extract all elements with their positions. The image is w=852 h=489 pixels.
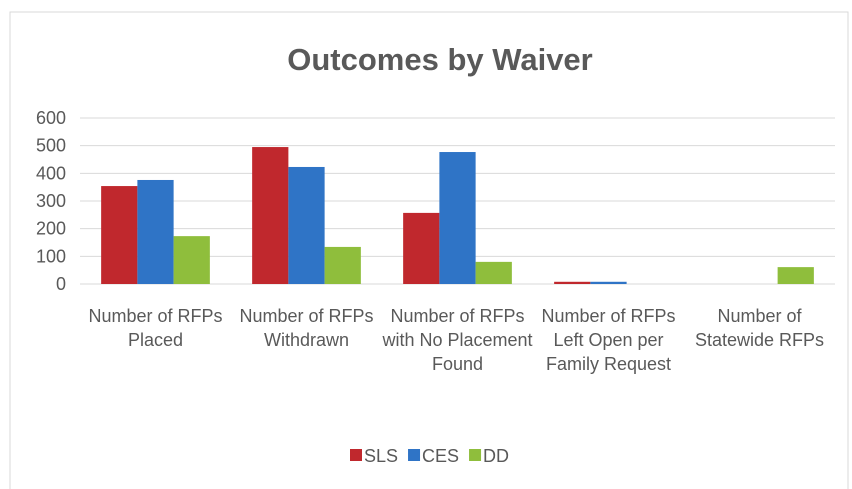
x-tick-label: Number of RFPs Left Open per Family Reques… xyxy=(541,306,675,374)
x-tick-label: Number of RFPs with No Placement Found xyxy=(381,306,532,374)
y-tick-label: 400 xyxy=(36,163,66,183)
y-tick-label: 500 xyxy=(36,136,66,156)
bar xyxy=(590,281,627,284)
bar xyxy=(324,246,361,284)
bar xyxy=(173,236,210,284)
bar xyxy=(475,261,512,284)
y-tick-label: 100 xyxy=(36,246,66,266)
legend-swatch xyxy=(408,449,421,461)
y-tick-label: 300 xyxy=(36,191,66,211)
x-tick-label: Number of RFPs Placed xyxy=(88,306,222,350)
y-tick-label: 200 xyxy=(36,219,66,239)
legend-label: SLS xyxy=(364,446,398,466)
chart-title: Outcomes by Waiver xyxy=(287,42,593,77)
x-tick-label: Number of RFPs Withdrawn xyxy=(239,306,373,350)
bar xyxy=(288,166,325,284)
x-tick-label: Number of Statewide RFPs xyxy=(695,306,824,350)
legend-label: CES xyxy=(422,446,459,466)
bar xyxy=(554,281,591,284)
legend-label: DD xyxy=(483,446,509,466)
bar xyxy=(101,186,138,284)
bar xyxy=(137,179,174,284)
y-tick-label: 0 xyxy=(56,274,66,294)
bar xyxy=(252,147,289,284)
bar xyxy=(439,152,476,284)
bar xyxy=(403,212,440,284)
legend-swatch xyxy=(350,449,362,461)
y-tick-label: 600 xyxy=(36,108,66,128)
legend-swatch xyxy=(469,449,482,461)
bar xyxy=(777,267,814,284)
